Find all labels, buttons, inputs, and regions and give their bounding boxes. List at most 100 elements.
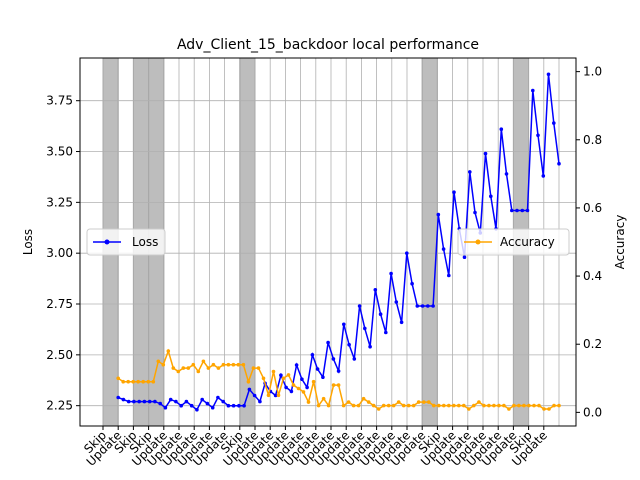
point-loss-78 [525, 208, 530, 213]
point-accuracy-32 [276, 393, 281, 398]
point-accuracy-39 [311, 379, 316, 384]
left-y-axis-label: Loss [21, 229, 35, 255]
point-loss-59 [426, 304, 430, 308]
point-loss-76 [515, 208, 519, 213]
point-accuracy-66 [447, 403, 451, 408]
point-accuracy-79 [512, 403, 516, 408]
left-tick-label-1: 2.50 [46, 348, 73, 362]
point-accuracy-78 [507, 407, 511, 411]
point-accuracy-48 [356, 403, 361, 408]
point-loss-47 [363, 326, 367, 331]
point-loss-11 [174, 399, 178, 404]
point-loss-12 [179, 403, 183, 408]
point-loss-52 [389, 271, 393, 276]
point-accuracy-58 [406, 403, 411, 408]
point-accuracy-47 [351, 403, 356, 408]
point-accuracy-72 [477, 400, 481, 404]
point-accuracy-82 [527, 403, 531, 408]
left-tick-label-5: 3.50 [46, 145, 73, 159]
point-accuracy-46 [346, 400, 351, 404]
point-loss-74 [504, 172, 509, 176]
right-tick-label-0: 0.0 [583, 405, 602, 419]
point-loss-39 [321, 375, 325, 380]
right-tick-label-4: 0.8 [583, 133, 602, 147]
point-loss-64 [452, 190, 456, 194]
point-accuracy-53 [381, 403, 386, 408]
point-accuracy-51 [371, 403, 376, 408]
point-loss-31 [279, 373, 283, 378]
point-accuracy-68 [457, 403, 461, 408]
point-accuracy-17 [201, 359, 206, 364]
point-accuracy-56 [396, 400, 401, 404]
point-loss-44 [347, 342, 351, 347]
point-loss-73 [499, 127, 504, 131]
point-accuracy-12 [176, 369, 181, 374]
point-accuracy-35 [291, 383, 296, 387]
point-accuracy-23 [231, 362, 236, 367]
point-accuracy-50 [366, 400, 371, 404]
point-loss-57 [415, 304, 420, 308]
point-loss-82 [546, 72, 551, 77]
left-tick-label-6: 3.75 [46, 94, 73, 108]
point-accuracy-21 [221, 362, 226, 367]
point-accuracy-64 [437, 403, 441, 408]
point-loss-62 [441, 247, 446, 251]
point-accuracy-84 [537, 403, 541, 408]
point-loss-80 [536, 133, 540, 138]
point-accuracy-59 [411, 403, 416, 408]
point-accuracy-87 [552, 403, 556, 408]
point-loss-49 [373, 288, 378, 292]
legend-accuracy-label: Accuracy [500, 235, 555, 249]
point-accuracy-0 [116, 376, 120, 381]
right-tick-label-5: 1.0 [583, 65, 602, 79]
point-accuracy-71 [472, 403, 476, 408]
point-accuracy-27 [251, 366, 256, 370]
point-loss-68 [473, 210, 477, 215]
point-accuracy-1 [121, 379, 125, 384]
point-loss-10 [168, 397, 173, 402]
point-loss-24 [242, 403, 246, 408]
point-accuracy-24 [236, 362, 241, 367]
point-loss-40 [326, 340, 330, 345]
point-loss-33 [289, 389, 294, 394]
point-loss-70 [483, 151, 488, 156]
point-loss-13 [184, 399, 189, 404]
point-loss-53 [394, 300, 399, 304]
left-tick-label-3: 3.00 [46, 246, 73, 260]
point-accuracy-38 [306, 400, 311, 404]
point-accuracy-41 [321, 396, 326, 401]
point-loss-60 [431, 304, 435, 308]
point-accuracy-13 [181, 366, 186, 370]
point-loss-26 [252, 393, 257, 398]
right-tick-label-3: 0.6 [583, 201, 602, 215]
point-accuracy-25 [241, 362, 246, 367]
point-accuracy-22 [226, 362, 231, 367]
point-loss-38 [315, 367, 320, 371]
plot-area-frame [79, 57, 577, 427]
point-accuracy-36 [296, 386, 301, 391]
point-loss-36 [305, 385, 309, 390]
point-loss-51 [384, 330, 388, 335]
point-loss-54 [399, 320, 404, 325]
point-loss-35 [300, 377, 304, 382]
point-loss-8 [158, 401, 162, 406]
point-loss-43 [342, 322, 346, 327]
right-tick-label-1: 0.2 [583, 337, 602, 351]
left-tick-label-2: 2.75 [46, 297, 73, 311]
point-accuracy-42 [326, 403, 331, 408]
point-loss-48 [368, 344, 372, 349]
point-loss-16 [200, 397, 204, 402]
point-accuracy-83 [532, 403, 536, 408]
point-loss-5 [142, 399, 147, 404]
legend-loss-marker [104, 239, 110, 245]
point-accuracy-30 [266, 393, 271, 398]
point-accuracy-49 [361, 396, 366, 401]
point-loss-27 [258, 399, 262, 404]
point-accuracy-67 [452, 403, 456, 408]
point-accuracy-60 [416, 400, 421, 404]
point-loss-18 [210, 405, 215, 410]
point-accuracy-86 [547, 407, 551, 411]
point-loss-46 [357, 304, 362, 308]
point-accuracy-76 [497, 403, 501, 408]
